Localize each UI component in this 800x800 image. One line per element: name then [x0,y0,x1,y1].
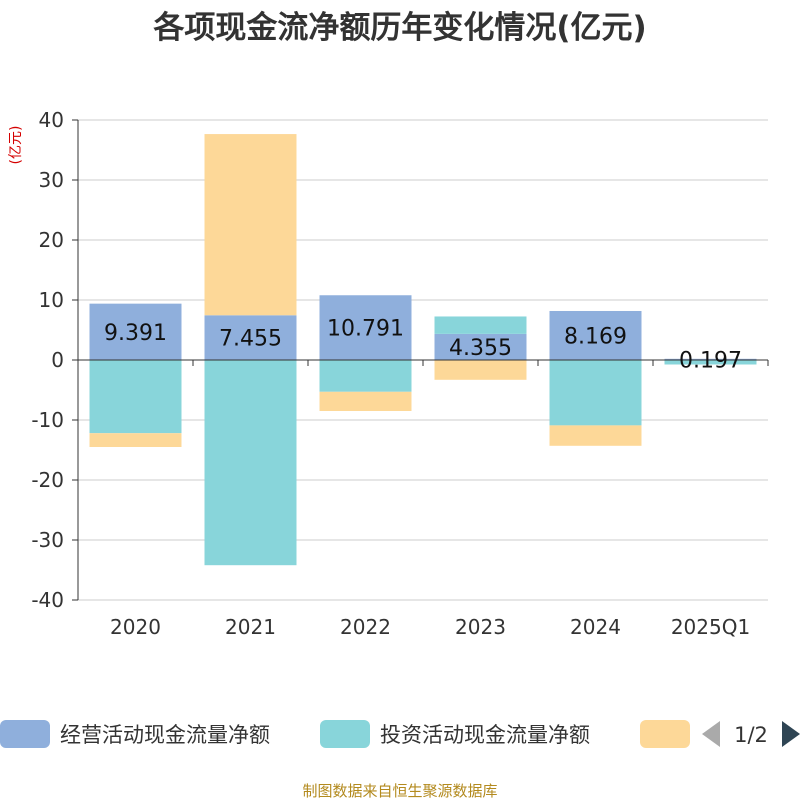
bar-segment [664,358,757,360]
bar-segment [549,425,642,446]
y-tick-label: 20 [39,228,64,252]
bar-segment [664,360,757,365]
data-label: 0.197 [679,348,742,373]
data-label: 10.791 [327,317,404,342]
axes: 40 30 20 10 0 -10 -20 -30 -40 2020 2021 2022 2023 202… [31,108,769,639]
legend-swatch[interactable] [640,720,690,748]
legend-label[interactable]: 投资活动现金流量净额 [380,723,590,747]
y-tick-label: 10 [39,288,64,312]
legend-page-indicator: 1/2 [734,723,768,747]
bars [89,134,757,566]
x-tick-label: 2020 [110,615,161,639]
bar-segment [204,134,297,316]
legend: 经营活动现金流量净额 投资活动现金流量净额 1/2 [0,720,800,748]
x-tick-label: 2022 [340,615,391,639]
data-label: 4.355 [449,336,512,361]
data-label: 8.169 [564,324,627,349]
legend-label[interactable]: 经营活动现金流量净额 [60,723,270,747]
grid-lines [78,119,768,601]
y-tick-label: 30 [39,168,64,192]
bar-segment [319,391,412,411]
y-tick-label: 0 [51,348,64,372]
legend-prev-page-icon[interactable] [702,721,720,747]
y-tick-label: -30 [31,528,64,552]
bar-segment [204,360,297,566]
legend-next-page-icon[interactable] [782,721,800,747]
x-tick-label: 2024 [570,615,621,639]
data-label: 9.391 [104,321,167,346]
y-axis-unit: (亿元) [8,126,24,165]
x-tick-label: 2021 [225,615,276,639]
x-tick-label: 2023 [455,615,506,639]
y-tick-label: -10 [31,408,64,432]
y-tick-label: -40 [31,588,64,612]
bar-segment [434,316,527,334]
x-tick-label: 2025Q1 [671,615,750,639]
source-note: 制图数据来自恒生聚源数据库 [302,782,497,800]
y-tick-label: -20 [31,468,64,492]
legend-swatch[interactable] [320,720,370,748]
bar-segment [319,295,412,360]
legend-swatch[interactable] [0,720,50,748]
bar-segment [549,360,642,426]
bar-segment [89,360,182,434]
bar-segment [549,310,642,360]
bar-segment [204,315,297,360]
bar-segment [89,303,182,360]
bar-segment [434,333,527,360]
y-tick-label: 40 [39,108,64,132]
bar-segment [89,433,182,447]
data-labels: 9.391 7.455 10.791 4.355 8.169 0.197 [104,317,742,374]
data-label: 7.455 [219,327,282,352]
bar-segment [319,360,412,392]
chart-title: 各项现金流净额历年变化情况(亿元) [152,10,646,46]
bar-segment [434,360,527,380]
